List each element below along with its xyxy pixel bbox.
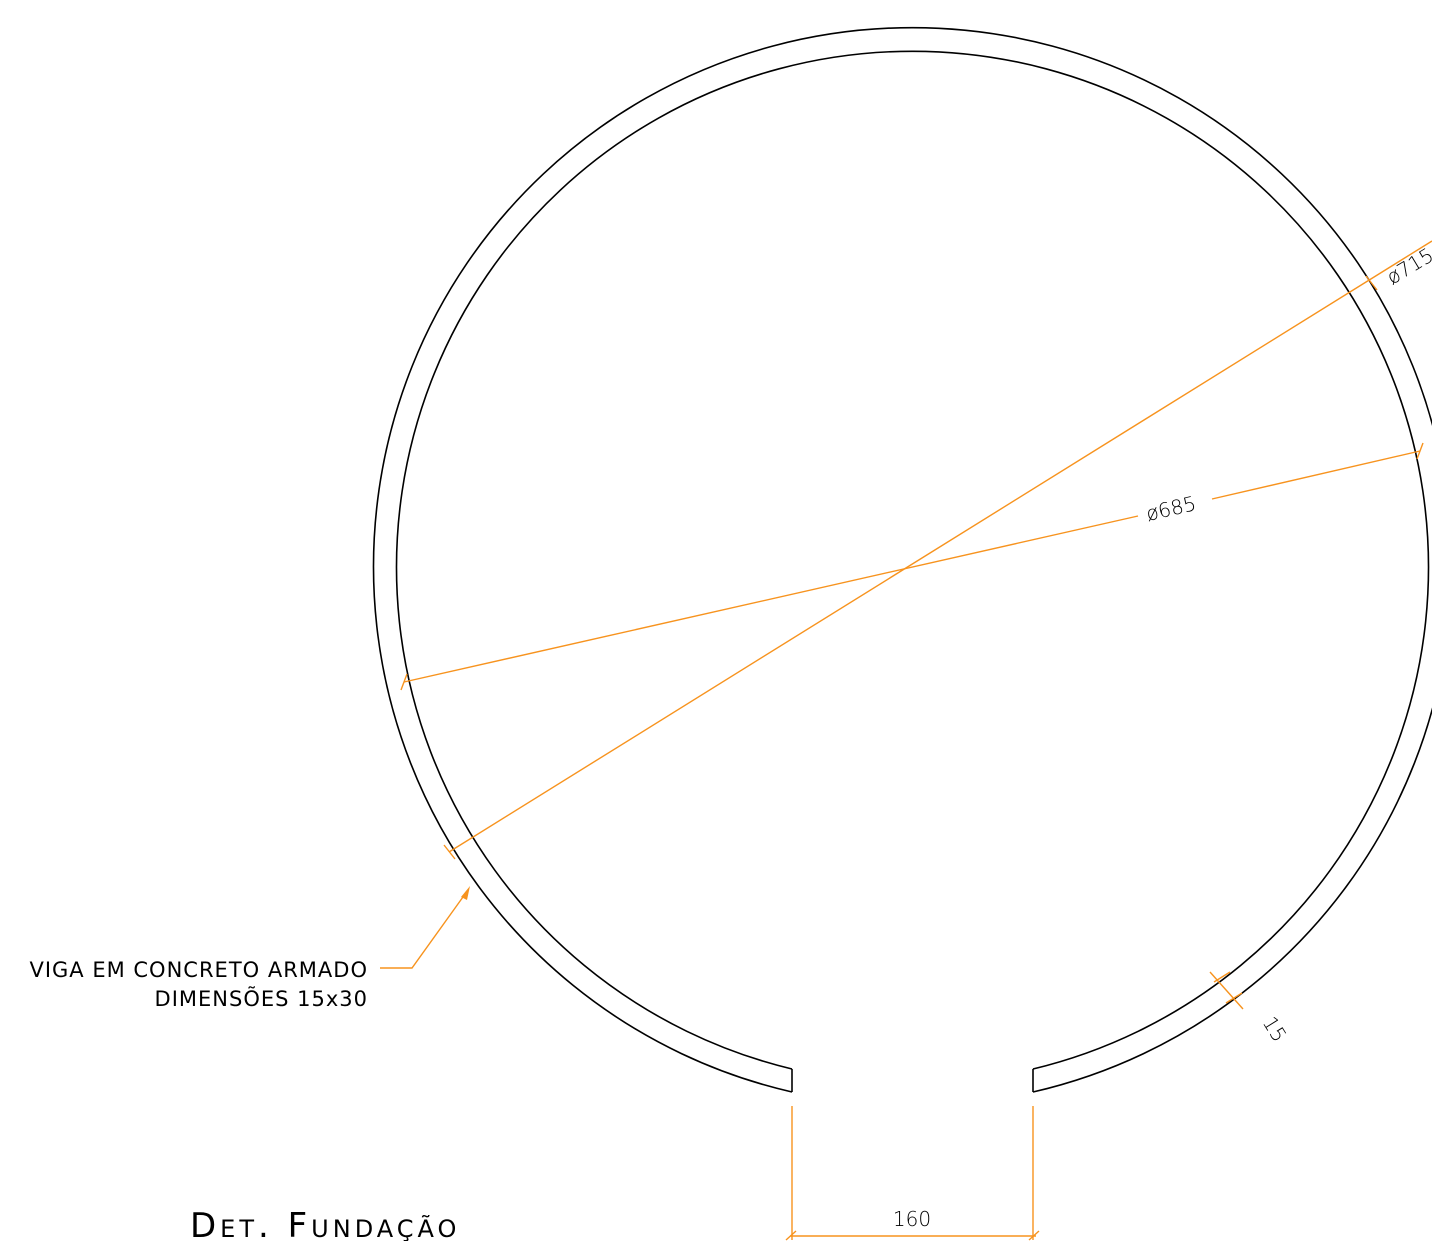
ring-inner-arc [395,50,1430,1070]
opening-tick-right [1028,1230,1040,1241]
thickness-line [1209,971,1244,1010]
inner-diameter-line-b [1211,450,1421,500]
drawing-title: Det. Fundação [190,1206,460,1241]
label-leader-arrowhead [461,886,470,900]
thickness-text: 15 [1258,1012,1292,1046]
ring-beam [372,26,1432,1093]
dimension-lines [380,240,1432,1241]
opening-tick-left [785,1230,797,1241]
thickness-tick-a [1213,971,1231,983]
opening-width-text: 160 [893,1207,931,1231]
label-leader [380,889,469,969]
outer-diameter-text: ø715 [1382,243,1432,290]
outer-diameter-tick-right [1365,275,1378,291]
beam-label-line1: VIGA EM CONCRETO ARMADO [29,958,368,982]
outer-diameter-tick-left [443,844,456,860]
inner-diameter-tick-right [1416,442,1424,460]
thickness-tick-b [1225,992,1243,1004]
inner-diameter-line-a [403,515,1139,683]
inner-diameter-tick-left [400,673,408,691]
beam-label-line2: DIMENSÕES 15x30 [155,985,368,1011]
outer-diameter-line [448,240,1432,853]
inner-diameter-text: ø685 [1144,491,1199,526]
ring-outer-arc [372,26,1432,1093]
